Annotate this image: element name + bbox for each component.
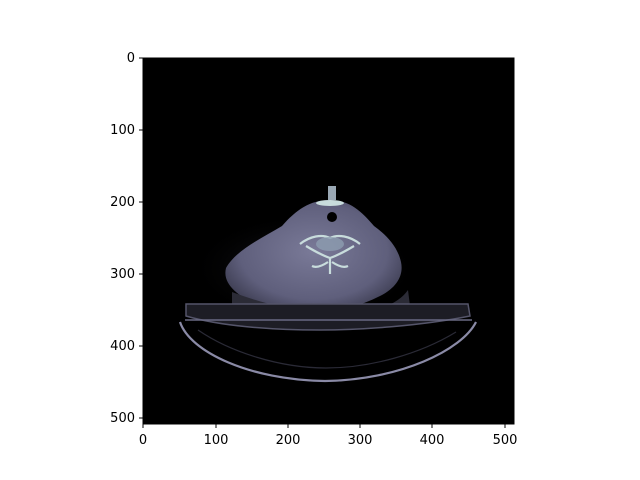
y-tick-label: 400 [110, 339, 135, 354]
y-tick-label: 500 [110, 411, 135, 426]
table-shell-lower [197, 329, 457, 369]
ct-image [143, 58, 514, 424]
y-tick-label: 0 [127, 51, 135, 66]
y-tick-label: 200 [110, 195, 135, 210]
x-tick-labels: 0 100 200 300 400 500 [139, 433, 518, 448]
y-tick-label: 100 [110, 123, 135, 138]
airway [327, 212, 337, 222]
y-tick-labels: 0 100 200 300 400 500 [110, 51, 135, 426]
skin-surface-highlight [316, 200, 344, 206]
x-tick-label: 500 [493, 433, 518, 448]
x-tick-label: 100 [204, 433, 229, 448]
vertebral-body [316, 237, 344, 251]
x-tick-label: 300 [348, 433, 373, 448]
x-tick-label: 200 [276, 433, 301, 448]
neck-cross-section [225, 200, 402, 315]
anterior-marker [328, 186, 336, 200]
axes-frame [142, 57, 515, 425]
y-tick-label: 300 [110, 267, 135, 282]
x-tick-label: 400 [420, 433, 445, 448]
x-tick-label: 0 [139, 433, 147, 448]
y-axis [139, 57, 143, 419]
x-axis [142, 424, 506, 428]
table-shell [178, 321, 477, 383]
